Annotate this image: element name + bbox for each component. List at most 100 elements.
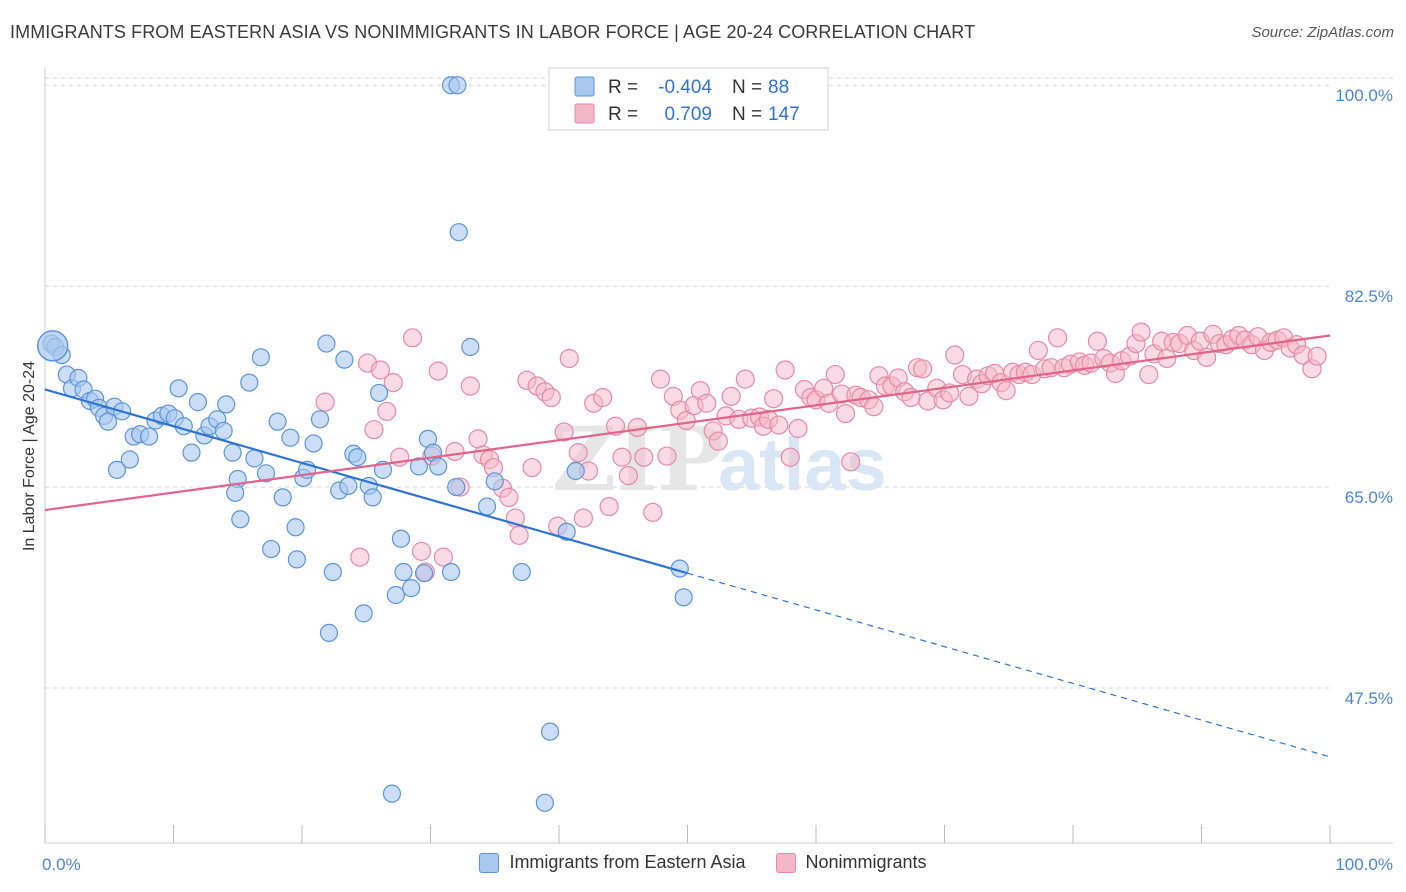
eastern-asia-point-24	[174, 417, 193, 436]
source-credit: Source: ZipAtlas.com	[1251, 24, 1394, 41]
eastern-asia-point-40	[268, 412, 287, 431]
eastern-asia-point-75	[477, 497, 497, 516]
nonimmigrant-point-101	[996, 381, 1016, 401]
eastern-asia-point-78	[557, 522, 576, 541]
eastern-asia-point-83	[535, 793, 554, 812]
eastern-asia-point-41	[273, 488, 292, 507]
legend-bottom-label-nonimmigrants: Nonimmigrants	[805, 852, 927, 872]
nonimmigrant-point-58	[735, 369, 755, 389]
eastern-asia-point-38	[256, 464, 276, 483]
legend-swatch-pink	[574, 103, 595, 124]
y-tick-label-0: 47.5%	[1345, 689, 1393, 708]
nonimmigrant-point-40	[612, 447, 632, 467]
legend-swatch-blue	[574, 76, 595, 97]
eastern-asia-point-87	[226, 483, 245, 502]
nonimmigrant-point-26	[522, 457, 542, 478]
nonimmigrant-point-93	[945, 345, 965, 365]
eastern-asia-point-77	[540, 722, 560, 741]
eastern-asia-point-37	[251, 348, 270, 367]
legend-n-value-0: 88	[768, 77, 789, 98]
nonimmigrant-point-52	[697, 393, 717, 413]
nonimmigrant-point-34	[573, 508, 594, 528]
eastern-asia-point-58	[363, 488, 382, 507]
legend-bottom-label-eastern-asia: Immigrants from Eastern Asia	[509, 852, 746, 872]
eastern-asia-point-48	[317, 334, 336, 353]
eastern-asia-point-50	[323, 562, 342, 582]
nonimmigrant-point-88	[913, 359, 933, 379]
eastern-asia-point-52	[335, 350, 354, 369]
nonimmigrants-points	[315, 322, 1327, 582]
eastern-asia-point-32	[223, 443, 242, 462]
eastern-asia-point-42	[281, 428, 300, 447]
nonimmigrant-point-31	[554, 422, 574, 442]
nonimmigrant-point-73	[825, 364, 845, 385]
eastern-asia-point-62	[391, 529, 411, 548]
trend-lines	[44, 334, 1331, 758]
legend-bottom-swatch-pink	[775, 852, 796, 873]
nonimmigrant-point-16	[460, 376, 480, 396]
eastern-asia-point-14	[107, 460, 127, 479]
nonimmigrant-point-29	[541, 387, 561, 408]
nonimmigrant-point-24	[509, 525, 529, 545]
nonimmigrant-point-5	[377, 401, 397, 421]
nonimmigrant-point-6	[383, 372, 403, 393]
nonimmigrant-point-3	[364, 420, 384, 440]
nonimmigrant-point-39	[605, 416, 626, 436]
nonimmigrant-point-37	[593, 387, 613, 408]
nonimmigrant-point-63	[763, 389, 784, 409]
eastern-asia-trend-line	[44, 388, 688, 575]
eastern-asia-point-59	[370, 383, 389, 403]
nonimmigrant-point-80	[864, 397, 884, 417]
nonimmigrant-point-149	[1307, 346, 1327, 366]
nonimmigrant-point-44	[643, 502, 663, 522]
nonimmigrant-point-76	[841, 452, 861, 472]
eastern-asia-point-64	[402, 579, 421, 598]
eastern-asia-point-25	[182, 443, 201, 462]
x-tick-labels: 0.0% 100.0%	[42, 855, 1393, 874]
nonimmigrant-point-106	[1028, 340, 1048, 361]
legend-n-label-0: N =	[732, 77, 762, 98]
nonimmigrant-point-64	[769, 415, 789, 435]
nonimmigrant-point-0	[315, 392, 335, 412]
x-tick-label-0: 0.0%	[42, 855, 81, 874]
eastern-asia-point-23	[169, 379, 188, 398]
eastern-asia-point-31	[217, 395, 236, 414]
nonimmigrant-point-1	[350, 547, 370, 567]
nonimmigrant-point-12	[428, 361, 448, 381]
nonimmigrant-point-8	[402, 328, 423, 348]
legend-r-value-1: 0.709	[664, 104, 712, 125]
legend-item-nonimmigrants: Nonimmigrants	[775, 852, 927, 873]
eastern-asia-point-47	[310, 410, 330, 429]
nonimmigrant-point-13	[433, 547, 453, 567]
eastern-asia-point-85	[286, 518, 305, 537]
eastern-asia-point-55	[348, 448, 367, 467]
eastern-asia-point-76	[512, 562, 531, 582]
eastern-asia-point-63	[394, 562, 413, 582]
x-tick-label-1: 100.0%	[1335, 855, 1393, 874]
nonimmigrant-point-66	[780, 447, 800, 467]
nonimmigrant-point-115	[1087, 331, 1108, 351]
eastern-asia-point-69	[429, 457, 448, 476]
eastern-asia-point-26	[188, 393, 208, 412]
eastern-asia-large-point-0	[36, 330, 69, 362]
eastern-asia-point-46	[304, 434, 323, 453]
eastern-asia-point-34	[231, 510, 250, 529]
eastern-asia-point-65	[409, 457, 429, 476]
y-tick-labels: 47.5% 65.0% 82.5% 100.0%	[1335, 86, 1393, 708]
eastern-asia-point-73	[449, 223, 468, 242]
eastern-asia-point-70	[441, 562, 461, 582]
nonimmigrant-point-43	[634, 447, 654, 467]
nonimmigrant-point-33	[568, 443, 588, 463]
legend-bottom-swatch-blue	[479, 852, 500, 873]
nonimmigrant-point-67	[788, 418, 808, 439]
eastern-asia-point-79	[566, 461, 585, 481]
nonimmigrant-point-17	[468, 429, 488, 449]
nonimmigrant-point-49	[676, 410, 696, 431]
legend-bottom: Immigrants from Eastern Asia Nonimmigran…	[0, 852, 1406, 873]
axes	[44, 68, 1393, 844]
eastern-asia-point-74	[461, 337, 480, 357]
nonimmigrant-point-22	[499, 487, 519, 508]
legend-n-label-1: N =	[732, 104, 762, 125]
eastern-asia-point-35	[240, 373, 259, 392]
legend-r-label-1: R =	[608, 104, 638, 125]
